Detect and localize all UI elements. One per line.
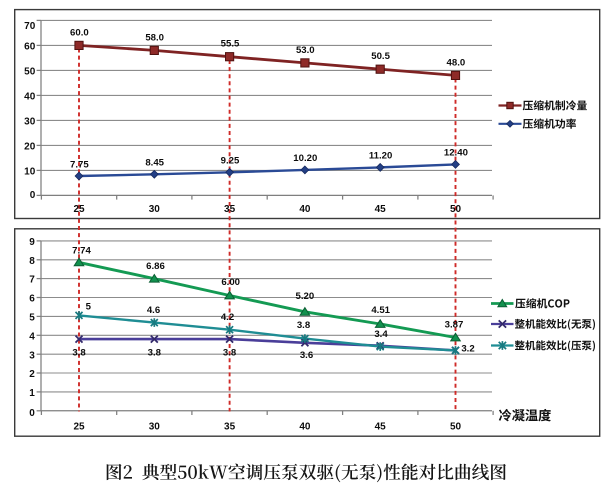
- svg-text:5.20: 5.20: [296, 291, 315, 302]
- svg-text:5: 5: [86, 302, 92, 313]
- svg-text:3.87: 3.87: [445, 320, 464, 331]
- svg-text:3.8: 3.8: [223, 348, 237, 359]
- svg-text:4.51: 4.51: [371, 305, 390, 316]
- svg-text:6: 6: [29, 294, 35, 305]
- svg-text:30: 30: [24, 117, 36, 128]
- svg-text:10: 10: [24, 167, 36, 178]
- svg-text:40: 40: [299, 204, 311, 215]
- svg-text:0: 0: [29, 408, 35, 419]
- svg-text:3.8: 3.8: [148, 348, 162, 359]
- svg-text:1: 1: [29, 388, 35, 399]
- svg-text:25: 25: [73, 204, 85, 215]
- svg-text:12.40: 12.40: [444, 148, 468, 159]
- svg-text:0: 0: [30, 190, 36, 201]
- svg-text:55.5: 55.5: [221, 39, 240, 50]
- svg-text:58.0: 58.0: [145, 32, 164, 43]
- svg-text:40: 40: [299, 422, 311, 433]
- svg-text:9.25: 9.25: [221, 156, 240, 167]
- svg-text:3.4: 3.4: [374, 329, 388, 340]
- svg-text:3.8: 3.8: [297, 320, 311, 331]
- svg-text:11.20: 11.20: [369, 151, 392, 162]
- svg-text:8.45: 8.45: [145, 158, 164, 169]
- svg-text:7.74: 7.74: [72, 246, 91, 257]
- svg-text:7.75: 7.75: [70, 159, 89, 170]
- svg-text:6.86: 6.86: [146, 261, 165, 272]
- svg-text:3.8: 3.8: [72, 348, 86, 359]
- svg-text:3.6: 3.6: [300, 350, 313, 361]
- svg-text:35: 35: [224, 422, 236, 433]
- svg-text:20: 20: [24, 142, 36, 153]
- svg-text:7: 7: [29, 275, 35, 286]
- svg-text:4: 4: [29, 331, 35, 342]
- svg-text:70: 70: [24, 21, 36, 32]
- svg-text:4.2: 4.2: [221, 312, 234, 323]
- svg-text:4.6: 4.6: [147, 305, 160, 316]
- svg-text:48.0: 48.0: [447, 57, 466, 68]
- svg-text:50: 50: [450, 204, 462, 215]
- svg-text:10.20: 10.20: [293, 153, 317, 164]
- svg-text:5: 5: [29, 313, 35, 324]
- svg-text:3.2: 3.2: [461, 344, 474, 355]
- svg-text:60.0: 60.0: [70, 27, 89, 38]
- svg-text:50: 50: [24, 67, 36, 78]
- svg-text:45: 45: [375, 204, 387, 215]
- svg-text:45: 45: [375, 422, 387, 433]
- svg-text:9: 9: [29, 237, 35, 248]
- svg-text:2: 2: [29, 369, 35, 380]
- svg-text:6.00: 6.00: [221, 277, 240, 288]
- svg-text:50: 50: [450, 422, 462, 433]
- svg-text:3: 3: [29, 350, 35, 361]
- svg-text:8: 8: [29, 256, 35, 267]
- svg-text:25: 25: [73, 422, 85, 433]
- svg-text:35: 35: [224, 204, 236, 215]
- svg-text:30: 30: [149, 204, 161, 215]
- svg-text:40: 40: [24, 92, 36, 103]
- svg-text:30: 30: [149, 422, 161, 433]
- svg-text:50.5: 50.5: [371, 51, 390, 62]
- svg-text:53.0: 53.0: [296, 45, 315, 56]
- svg-text:60: 60: [24, 42, 36, 53]
